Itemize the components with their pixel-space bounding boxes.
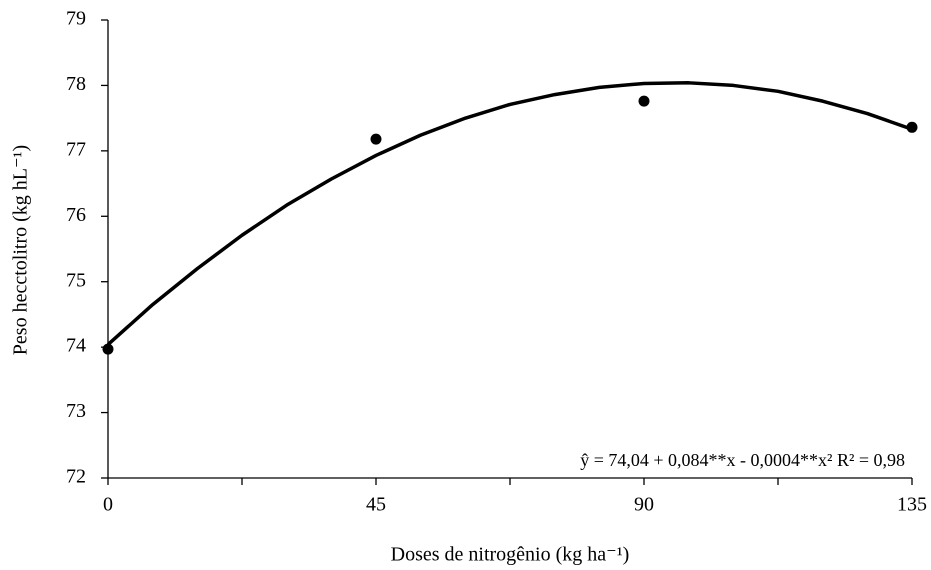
x-tick-label: 135	[897, 494, 927, 516]
y-tick-label: 78	[66, 73, 86, 95]
y-tick-label: 77	[66, 138, 86, 160]
x-tick-label: 0	[103, 494, 113, 516]
data-point	[102, 343, 114, 355]
fit-curve	[106, 81, 913, 346]
data-point	[370, 133, 382, 145]
equation: ŷ = 74,04 + 0,084**x - 0,0004**x² R² = 0…	[580, 450, 905, 470]
y-tick-label: 73	[66, 400, 86, 422]
y-tick-label: 79	[66, 8, 86, 30]
x-tick-label: 90	[634, 494, 654, 516]
x-tick-label: 45	[366, 494, 386, 516]
y-tick-label: 74	[66, 335, 86, 357]
y-tick-label: 72	[66, 466, 86, 488]
y-axis-title: Peso hecctolitro (kg hL⁻¹)	[10, 145, 32, 355]
y-tick-label: 76	[66, 204, 86, 226]
y-tick-label: 75	[66, 269, 86, 291]
data-point	[638, 95, 650, 107]
x-axis-title: Doses de nitrogênio (kg ha⁻¹)	[391, 544, 630, 566]
